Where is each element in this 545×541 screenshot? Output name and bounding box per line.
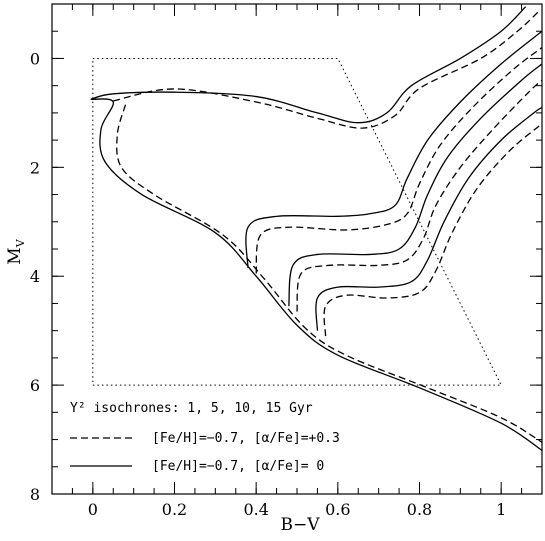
plot-frame (51, 3, 543, 495)
ticks-layer: 0 0.2 0.4 0.6 0.8 1 0 2 4 6 8 (30, 3, 543, 519)
x-tick-label: 0.2 (162, 500, 187, 519)
isochrone-solid-8 (315, 106, 542, 331)
legend-label-solid: [Fe/H]=−0.7, [α/Fe]= 0 (152, 459, 324, 474)
x-tick-label: 0.8 (407, 500, 432, 519)
x-tick-label: 0.4 (243, 500, 268, 519)
y-tick-label: 4 (30, 267, 40, 286)
y-tick-label: 8 (30, 485, 40, 504)
isochrone-dashed-3 (116, 104, 542, 443)
y-axis-title-main: M (5, 247, 25, 264)
legend: Y² isochrones: 1, 5, 10, 15 Gyr [Fe/H]=−… (70, 401, 340, 474)
isochrone-dashed-7 (296, 79, 542, 312)
y-axis-title-sub: V (14, 238, 27, 248)
y-tick-label: 6 (30, 376, 40, 395)
isochrone-dashed-1 (113, 11, 539, 129)
isochrone-solid-2 (90, 98, 542, 451)
svg-text:MV: MV (5, 238, 27, 264)
x-tick-label: 1 (496, 500, 506, 519)
y-tick-label: 0 (30, 49, 40, 68)
isochrone-dashed-5 (255, 47, 542, 274)
series-layer (90, 6, 542, 451)
y-axis-title: MV (5, 238, 27, 264)
isochrone-solid-0 (90, 6, 527, 124)
legend-label-dashed: [Fe/H]=−0.7, [α/Fe]=+0.3 (152, 431, 340, 446)
y-tick-label: 2 (30, 158, 40, 177)
isochrone-solid-6 (288, 63, 542, 307)
isochrone-solid-4 (245, 30, 542, 269)
x-axis-title: B−V (280, 515, 320, 535)
x-tick-label: 0 (88, 500, 98, 519)
region-box (92, 57, 502, 386)
legend-title: Y² isochrones: 1, 5, 10, 15 Gyr (70, 401, 313, 416)
x-tick-label: 0.6 (325, 500, 350, 519)
